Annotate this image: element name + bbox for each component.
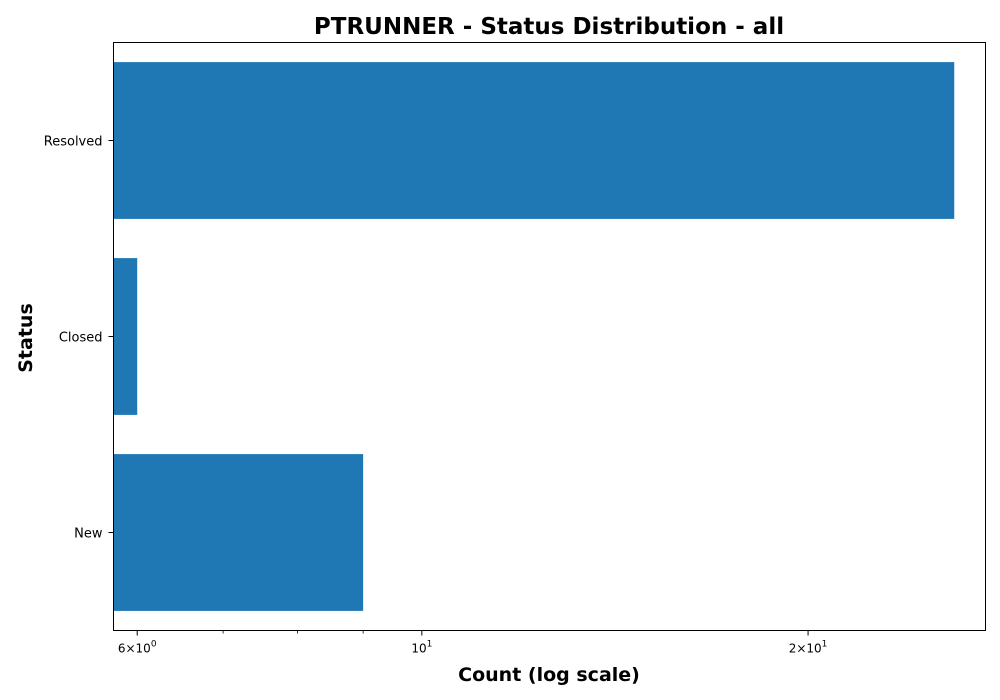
bar-closed bbox=[113, 258, 138, 415]
bar-group bbox=[113, 62, 955, 611]
x-tick-label-10: 101 bbox=[411, 640, 432, 656]
bar-resolved bbox=[113, 62, 955, 219]
x-tick-label-20: 2×101 bbox=[789, 640, 828, 656]
x-axis: 6×100 101 2×101 bbox=[118, 630, 828, 656]
x-tick-label-6: 6×100 bbox=[118, 640, 157, 656]
y-tick-label-closed: Closed bbox=[59, 331, 103, 346]
bar-new bbox=[113, 454, 364, 611]
y-tick-label-new: New bbox=[74, 527, 103, 542]
y-axis-label: Status bbox=[15, 303, 37, 373]
y-axis: Resolved Closed New bbox=[44, 135, 114, 542]
y-tick-label-resolved: Resolved bbox=[44, 135, 103, 150]
x-axis-label: Count (log scale) bbox=[458, 664, 640, 686]
chart-title: PTRUNNER - Status Distribution - all bbox=[314, 14, 784, 40]
